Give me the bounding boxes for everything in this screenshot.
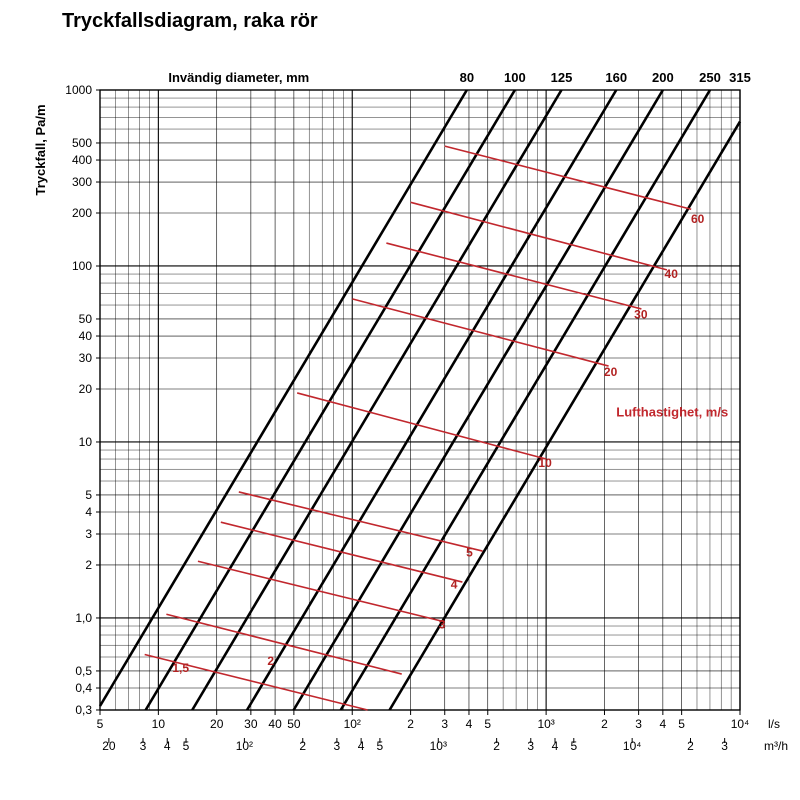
x-tick-m3h: 10³ [430,739,447,753]
velocity-label: 3 [439,617,446,631]
diameter-label: 100 [504,70,526,85]
x-tick-ls: 2 [407,717,414,731]
diameter-label: 250 [699,70,721,85]
x-tick-ls: 4 [466,717,473,731]
x-tick-m3h: 4 [552,739,559,753]
x-tick-m3h: 5 [183,739,190,753]
x-tick-ls: 3 [441,717,448,731]
velocity-label: 60 [691,212,705,226]
x-tick-m3h: 4 [164,739,171,753]
x-tick-ls: 40 [268,717,282,731]
velocity-label: 40 [665,267,679,281]
y-tick-label: 500 [72,136,92,150]
y-tick-label: 40 [79,329,93,343]
y-tick-label: 300 [72,175,92,189]
x-tick-m3h: 5 [377,739,384,753]
x-tick-m3h: 2 [687,739,694,753]
x-unit-m3h: m³/h [764,739,788,753]
velocity-label: 30 [634,308,648,322]
x-tick-m3h: 2 [299,739,306,753]
y-tick-label: 200 [72,206,92,220]
x-tick-m3h: 3 [334,739,341,753]
velocity-label: 10 [538,456,552,470]
x-tick-ls: 10² [344,717,361,731]
y-tick-label: 100 [72,259,92,273]
x-tick-m3h: 5 [570,739,577,753]
velocity-label: 1,5 [172,661,189,675]
diameter-label: 200 [652,70,674,85]
diameter-label: 80 [460,70,474,85]
y-tick-label: 20 [79,382,93,396]
x-tick-ls: 2 [601,717,608,731]
x-tick-ls: 20 [210,717,224,731]
y-tick-label: 1,0 [75,611,92,625]
x-tick-m3h: 2 [493,739,500,753]
y-tick-label: 10 [79,435,93,449]
x-tick-ls: 3 [635,717,642,731]
x-tick-m3h: 3 [140,739,147,753]
x-tick-m3h: 10² [236,739,253,753]
x-tick-m3h: 20 [102,739,116,753]
velocity-label: 4 [451,577,458,591]
velocity-label: 20 [604,365,618,379]
y-tick-label: 2 [85,558,92,572]
x-tick-ls: 5 [678,717,685,731]
x-tick-m3h: 3 [527,739,534,753]
y-tick-label: 1000 [65,83,92,97]
x-tick-ls: 10⁴ [731,717,750,731]
y-tick-label: 3 [85,527,92,541]
chart-svg: 80100125160200250315Invändig diameter, m… [0,0,800,800]
y-tick-label: 5 [85,488,92,502]
x-tick-m3h: 4 [358,739,365,753]
velocity-label: 5 [466,546,473,560]
x-unit-ls: l/s [768,717,780,731]
x-tick-m3h: 10⁴ [623,739,642,753]
y-tick-label: 30 [79,351,93,365]
x-tick-ls: 50 [287,717,301,731]
x-tick-ls: 10 [152,717,166,731]
y-axis-label: Tryckfall, Pa/m [33,104,48,195]
x-tick-m3h: 3 [721,739,728,753]
diameter-header: Invändig diameter, mm [168,70,309,85]
diameter-label: 160 [605,70,627,85]
x-tick-ls: 4 [660,717,667,731]
velocity-header: Lufthastighet, m/s [616,404,728,419]
velocity-label: 2 [267,654,274,668]
x-tick-ls: 10³ [537,717,554,731]
diameter-label: 315 [729,70,751,85]
pressure-drop-chart: { "title": "Tryckfallsdiagram, raka rör"… [0,0,800,800]
y-tick-label: 0,5 [75,664,92,678]
x-tick-ls: 5 [97,717,104,731]
x-tick-ls: 30 [244,717,258,731]
y-tick-label: 50 [79,312,93,326]
diameter-label: 125 [551,70,573,85]
y-tick-label: 400 [72,153,92,167]
y-tick-label: 0,3 [75,703,92,717]
x-tick-ls: 5 [484,717,491,731]
chart-title: Tryckfallsdiagram, raka rör [62,10,318,33]
y-tick-label: 4 [85,505,92,519]
y-tick-label: 0,4 [75,681,92,695]
